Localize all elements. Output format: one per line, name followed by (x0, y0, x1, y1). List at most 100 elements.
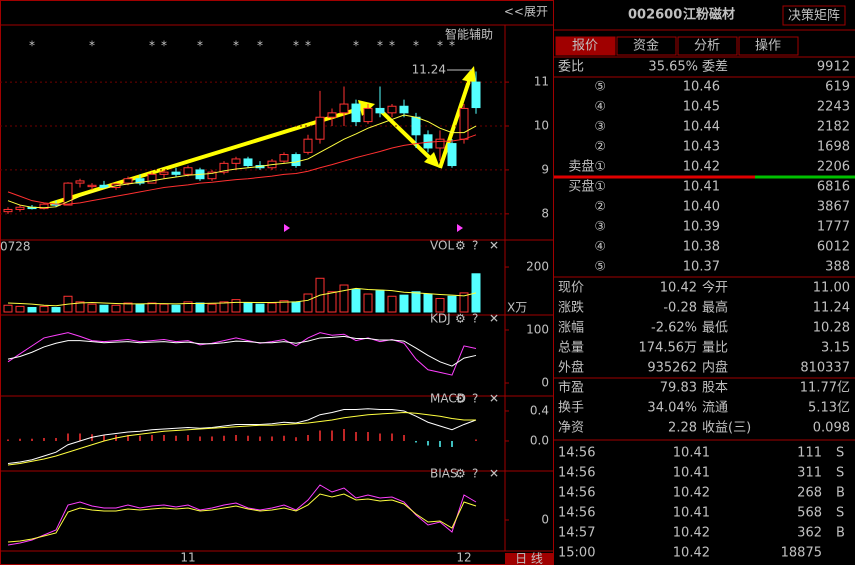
candle-body (87, 184, 97, 188)
volume-bar (75, 301, 85, 313)
panel-control[interactable]: ⚙ (455, 392, 466, 406)
book-volume: 2182 (817, 120, 850, 135)
volume-bar (279, 300, 289, 313)
vol-value: 0728 (0, 240, 31, 254)
volume-bar (111, 304, 121, 313)
stock-code: 002600 (628, 8, 682, 23)
period-label[interactable]: 日 线 (515, 552, 543, 565)
tab[interactable] (555, 36, 616, 56)
decision-button-label[interactable]: 决策矩阵 (788, 8, 840, 24)
volume-bar (231, 299, 241, 313)
volume-bar (51, 307, 61, 313)
candle-body (447, 143, 457, 167)
volume-bar (123, 302, 133, 313)
trade-price: 10.41 (673, 506, 710, 521)
ratio-label: 委比 (558, 60, 584, 75)
volume-bar (159, 303, 169, 313)
candle-body (3, 208, 13, 213)
trade-volume: 111 (797, 446, 822, 461)
stat-value: 34.04% (647, 401, 697, 416)
book-volume: 6816 (817, 180, 850, 195)
stat-value: 3.15 (821, 341, 850, 356)
tab-label[interactable]: 资金 (633, 38, 659, 54)
tab-label[interactable]: 报价 (572, 39, 598, 54)
tab[interactable] (677, 36, 738, 56)
expand-button[interactable]: <<展开 (504, 5, 548, 19)
panel-control[interactable]: ? (472, 392, 478, 406)
stat-label: 换手 (558, 401, 584, 416)
trade-volume: 268 (797, 486, 822, 501)
stat-value: 2.28 (668, 421, 697, 436)
tab-label[interactable]: 分析 (694, 39, 720, 54)
candle-body (471, 81, 481, 109)
trade-time: 14:56 (558, 506, 595, 521)
indicator-line (7, 134, 477, 205)
trade-time: 14:56 (558, 466, 595, 481)
volume-bar (459, 292, 469, 313)
assist-label[interactable]: 智能辅助 (445, 27, 493, 42)
candle-body (375, 107, 385, 114)
tab[interactable] (616, 36, 677, 56)
indicator-line (7, 332, 477, 376)
x-tick-label: 11 (180, 551, 195, 565)
trade-price: 10.41 (673, 466, 710, 481)
panel-control[interactable]: ✕ (489, 467, 499, 481)
stat-label: 涨跌 (558, 300, 584, 316)
stat-value: 810337 (800, 361, 850, 376)
stat-label: 涨幅 (558, 321, 584, 336)
book-price: 10.43 (683, 140, 720, 155)
period-tab[interactable] (505, 553, 553, 565)
volume-bar (423, 293, 433, 313)
signal-star: * (413, 39, 419, 53)
panel-control[interactable]: ⚙ (455, 239, 466, 253)
panel-control[interactable]: ? (472, 239, 478, 253)
stock-name: 江粉磁材 (683, 7, 735, 23)
book-price: 10.38 (683, 240, 720, 255)
candle-body (351, 103, 361, 123)
signal-star: * (257, 39, 263, 53)
panel-control[interactable]: ⚙ (455, 312, 466, 326)
stat-value: 11.77亿 (800, 381, 850, 396)
volume-bar (87, 303, 97, 313)
volume-bar (255, 303, 265, 313)
stat-label: 内盘 (702, 360, 728, 376)
stat-value: 0.098 (813, 421, 850, 436)
panel-control[interactable]: ? (472, 312, 478, 326)
y-tick-label: 0 (541, 376, 549, 390)
signal-star: * (377, 39, 383, 53)
book-level: 卖盘① (568, 159, 606, 175)
decision-button[interactable] (782, 5, 846, 26)
candle-body (303, 138, 313, 153)
panel-control[interactable]: ? (472, 467, 478, 481)
indicator-line (7, 335, 477, 367)
panel-control[interactable]: ✕ (489, 239, 499, 253)
panel-control[interactable]: ✕ (489, 392, 499, 406)
book-price: 10.41 (683, 180, 720, 195)
panel-control[interactable]: ✕ (489, 312, 499, 326)
tab[interactable] (738, 36, 799, 56)
trade-side: S (836, 446, 844, 461)
signal-star: * (353, 39, 359, 53)
candle-body (387, 105, 397, 114)
diff-value: 9912 (817, 60, 850, 75)
stat-value: 174.56万 (639, 341, 698, 356)
trade-volume: 568 (797, 506, 822, 521)
y-tick-label: 100 (526, 322, 549, 336)
book-price: 10.44 (683, 120, 720, 135)
trade-side: B (836, 486, 845, 501)
high-annotation: 11.24 (412, 63, 446, 77)
volume-bar (99, 304, 109, 313)
tab-label[interactable]: 操作 (755, 38, 781, 54)
indicator-line (7, 114, 477, 209)
volume-bar (339, 284, 349, 313)
signal-star: * (29, 39, 35, 53)
candle-body (183, 167, 193, 175)
panel-title: MACD (430, 392, 466, 406)
volume-bar (447, 295, 457, 313)
stat-label: 最低 (702, 321, 728, 336)
candle-body (363, 107, 373, 123)
signal-star: * (89, 39, 95, 53)
panel-control[interactable]: ⚙ (455, 467, 466, 481)
candle-body (399, 105, 409, 114)
